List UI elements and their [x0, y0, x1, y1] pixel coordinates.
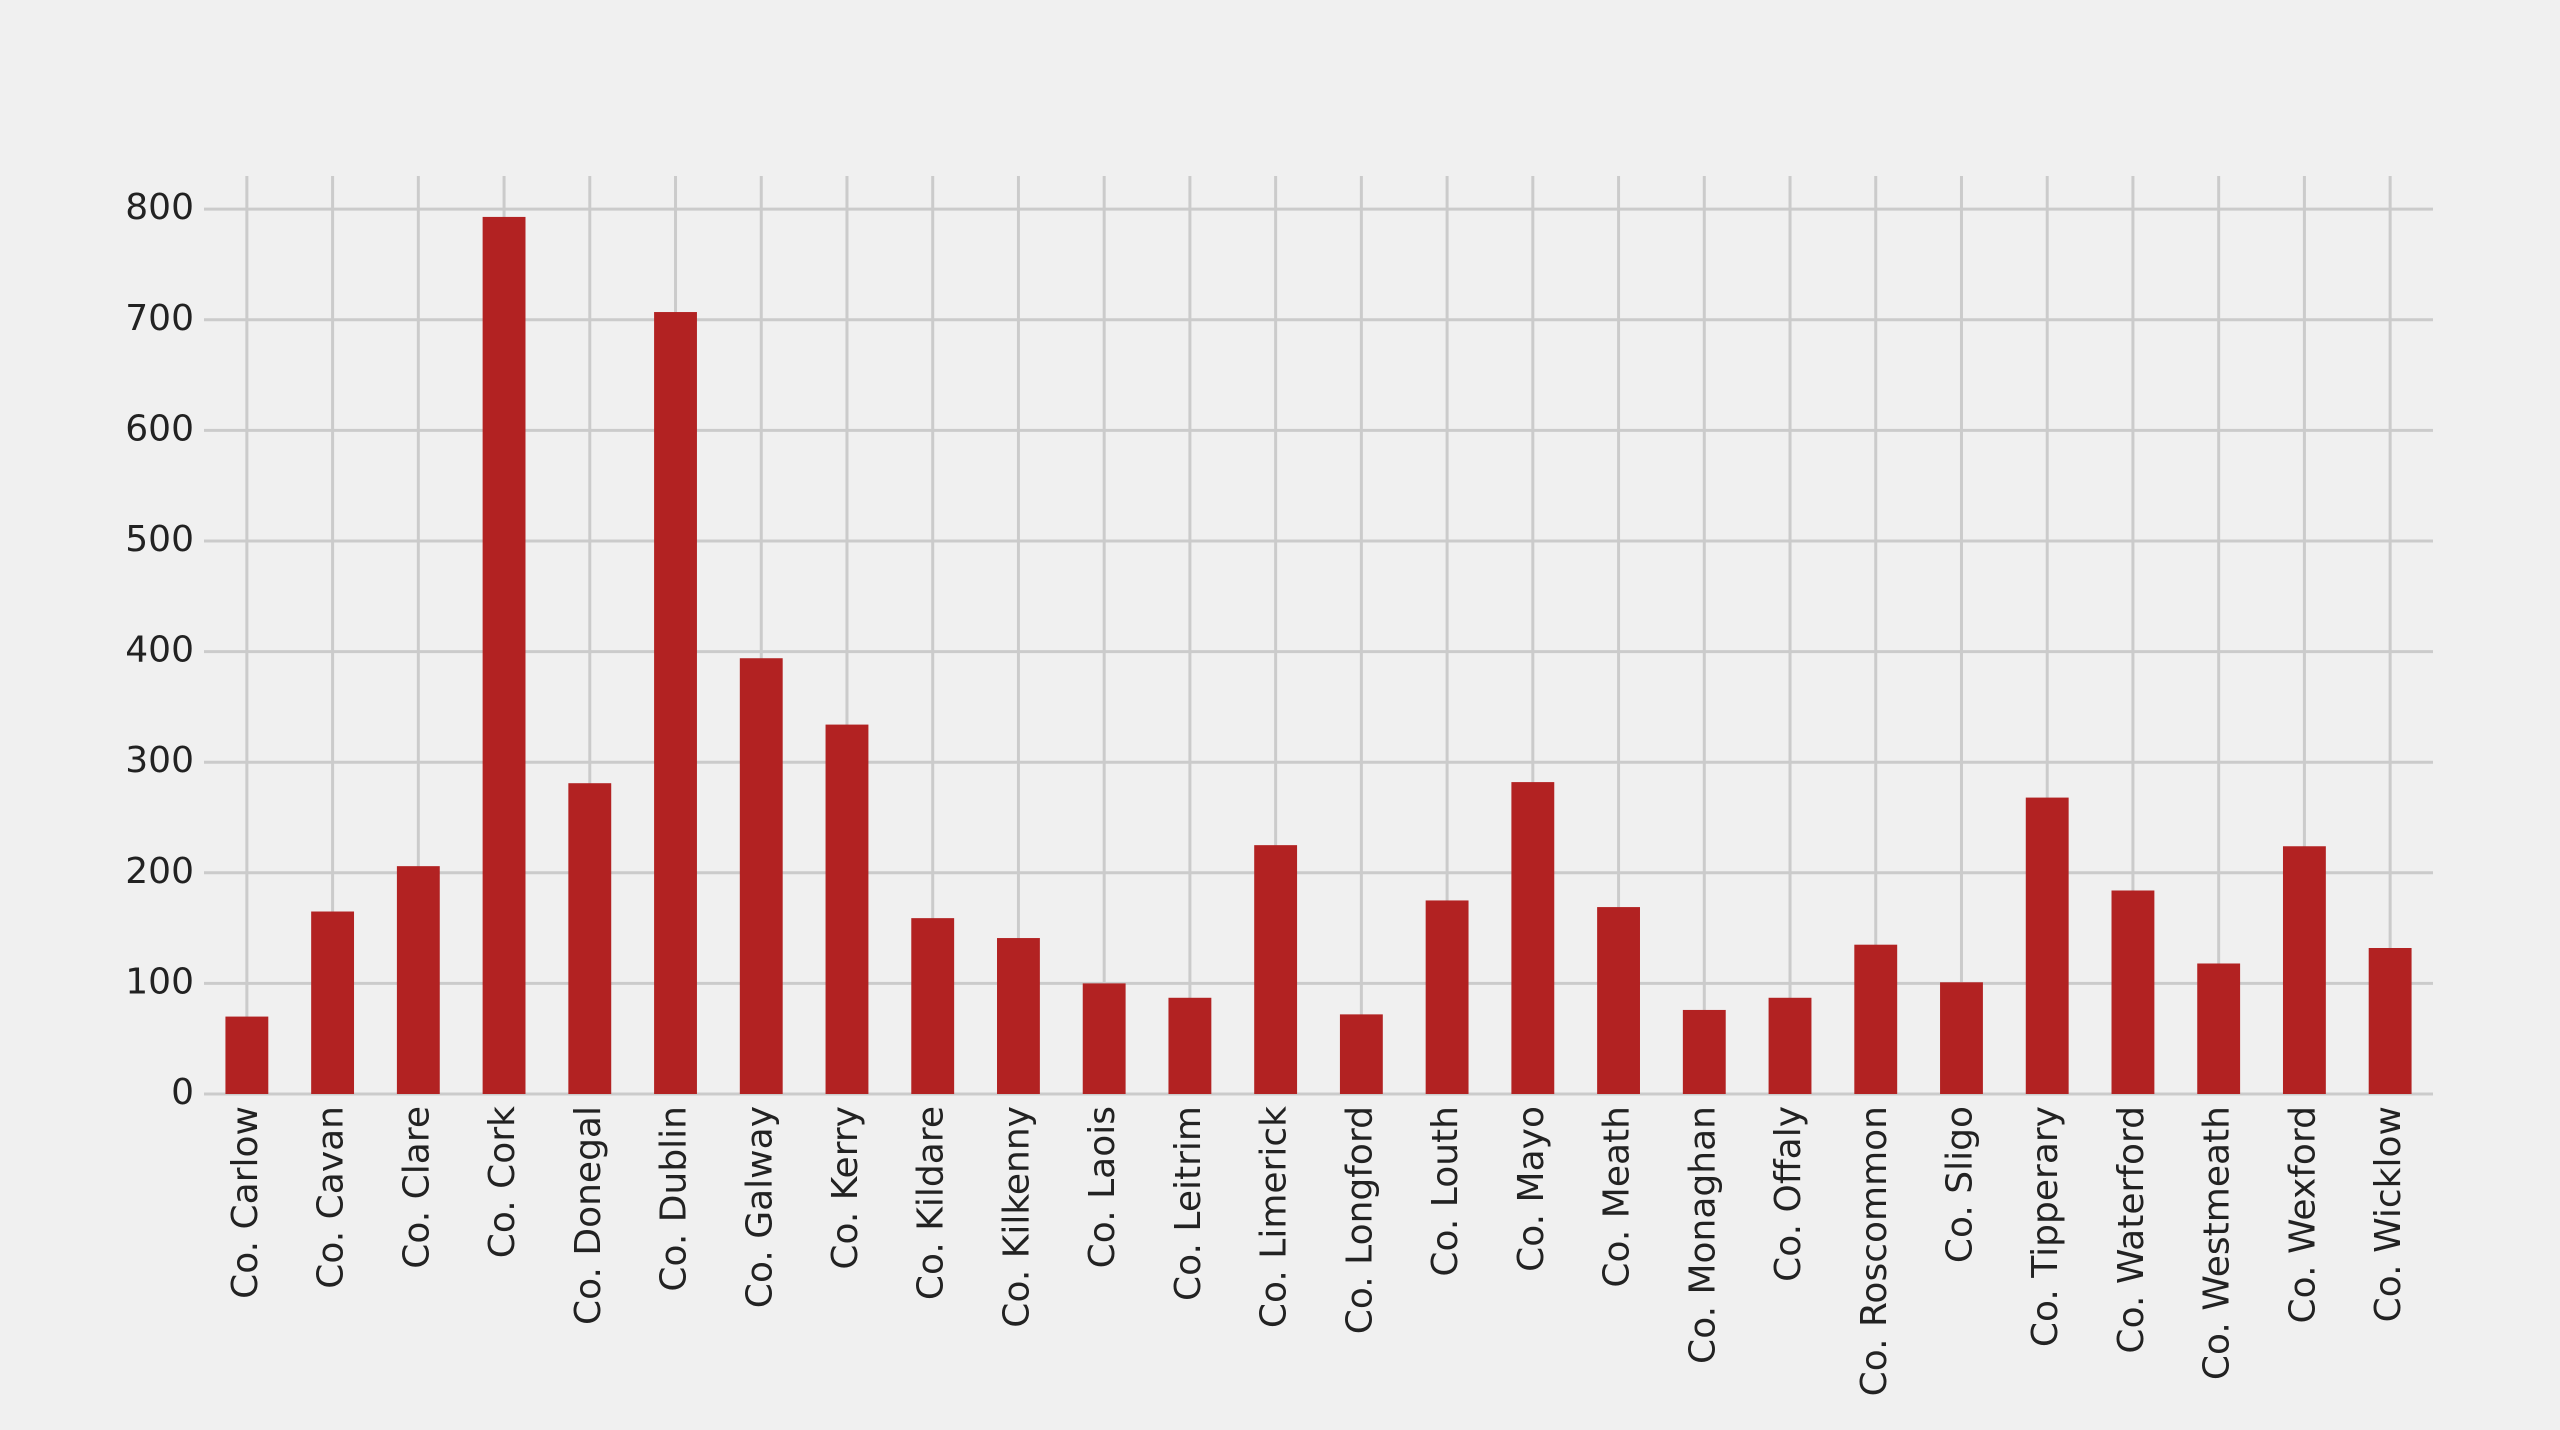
bar	[225, 1016, 269, 1094]
x-tick-label: Co. Kerry	[825, 1106, 866, 1270]
x-tick-label: Co. Wexford	[2282, 1106, 2323, 1323]
bar	[482, 216, 526, 1094]
bar	[1339, 1014, 1383, 1094]
y-tick-label: 300	[125, 740, 194, 781]
bar	[1768, 997, 1812, 1094]
x-tick-label: Co. Limerick	[1254, 1106, 1295, 1328]
bar	[1682, 1009, 1726, 1094]
bar	[311, 911, 355, 1094]
y-tick-label: 500	[125, 519, 194, 560]
x-tick-label: Co. Donegal	[568, 1106, 609, 1325]
bar	[2197, 963, 2241, 1094]
x-tick-label: Co. Kildare	[911, 1106, 952, 1300]
bar	[997, 938, 1040, 1094]
y-tick-label: 0	[171, 1072, 194, 1113]
y-tick-label: 800	[125, 187, 194, 228]
bar	[911, 918, 955, 1094]
y-tick-label: 200	[125, 851, 194, 892]
bar	[1082, 983, 1126, 1094]
bar	[2111, 890, 2155, 1094]
x-tick-label: Co. Offaly	[1768, 1106, 1809, 1282]
y-tick-label: 400	[125, 630, 194, 671]
bar	[2282, 846, 2326, 1094]
bar	[2025, 797, 2069, 1094]
bar	[1597, 907, 1640, 1094]
x-tick-label: Co. Sligo	[1939, 1106, 1980, 1263]
bar	[568, 783, 612, 1094]
bar	[2368, 948, 2412, 1094]
bar	[739, 658, 783, 1094]
x-tick-label: Co. Wicklow	[2368, 1106, 2409, 1322]
x-tick-label: Co. Waterford	[2111, 1106, 2152, 1354]
y-tick-label: 700	[125, 298, 194, 339]
x-tick-label: Co. Laois	[1082, 1106, 1123, 1268]
x-tick-label: Co. Longford	[1339, 1106, 1380, 1334]
bar	[654, 312, 697, 1094]
x-tick-label: Co. Cork	[482, 1106, 523, 1258]
bar	[1254, 845, 1298, 1094]
x-tick-label: Co. Mayo	[1511, 1106, 1552, 1272]
y-tick-label: 600	[125, 408, 194, 449]
bar	[1511, 782, 1555, 1094]
x-tick-label: Co. Galway	[739, 1106, 780, 1308]
bar	[825, 724, 869, 1094]
x-tick-label: Co. Kilkenny	[996, 1106, 1037, 1328]
x-tick-label: Co. Westmeath	[2197, 1106, 2238, 1380]
x-tick-label: Co. Meath	[1597, 1106, 1638, 1288]
x-tick-label: Co. Carlow	[225, 1106, 266, 1299]
bar	[1854, 944, 1898, 1094]
x-tick-label: Co. Roscommon	[1854, 1106, 1895, 1396]
x-tick-label: Co. Leitrim	[1168, 1106, 1209, 1301]
x-tick-label: Co. Tipperary	[2025, 1106, 2066, 1347]
x-tick-label: Co. Dublin	[654, 1106, 695, 1292]
bar	[1425, 900, 1469, 1094]
x-tick-label: Co. Louth	[1425, 1106, 1466, 1277]
x-tick-label: Co. Cavan	[311, 1106, 352, 1289]
bar	[1940, 982, 1983, 1094]
x-tick-label: Co. Clare	[396, 1106, 437, 1269]
bar	[1168, 997, 1212, 1094]
x-tick-label: Co. Monaghan	[1682, 1106, 1723, 1364]
y-tick-label: 100	[125, 961, 194, 1002]
bar	[396, 866, 440, 1094]
